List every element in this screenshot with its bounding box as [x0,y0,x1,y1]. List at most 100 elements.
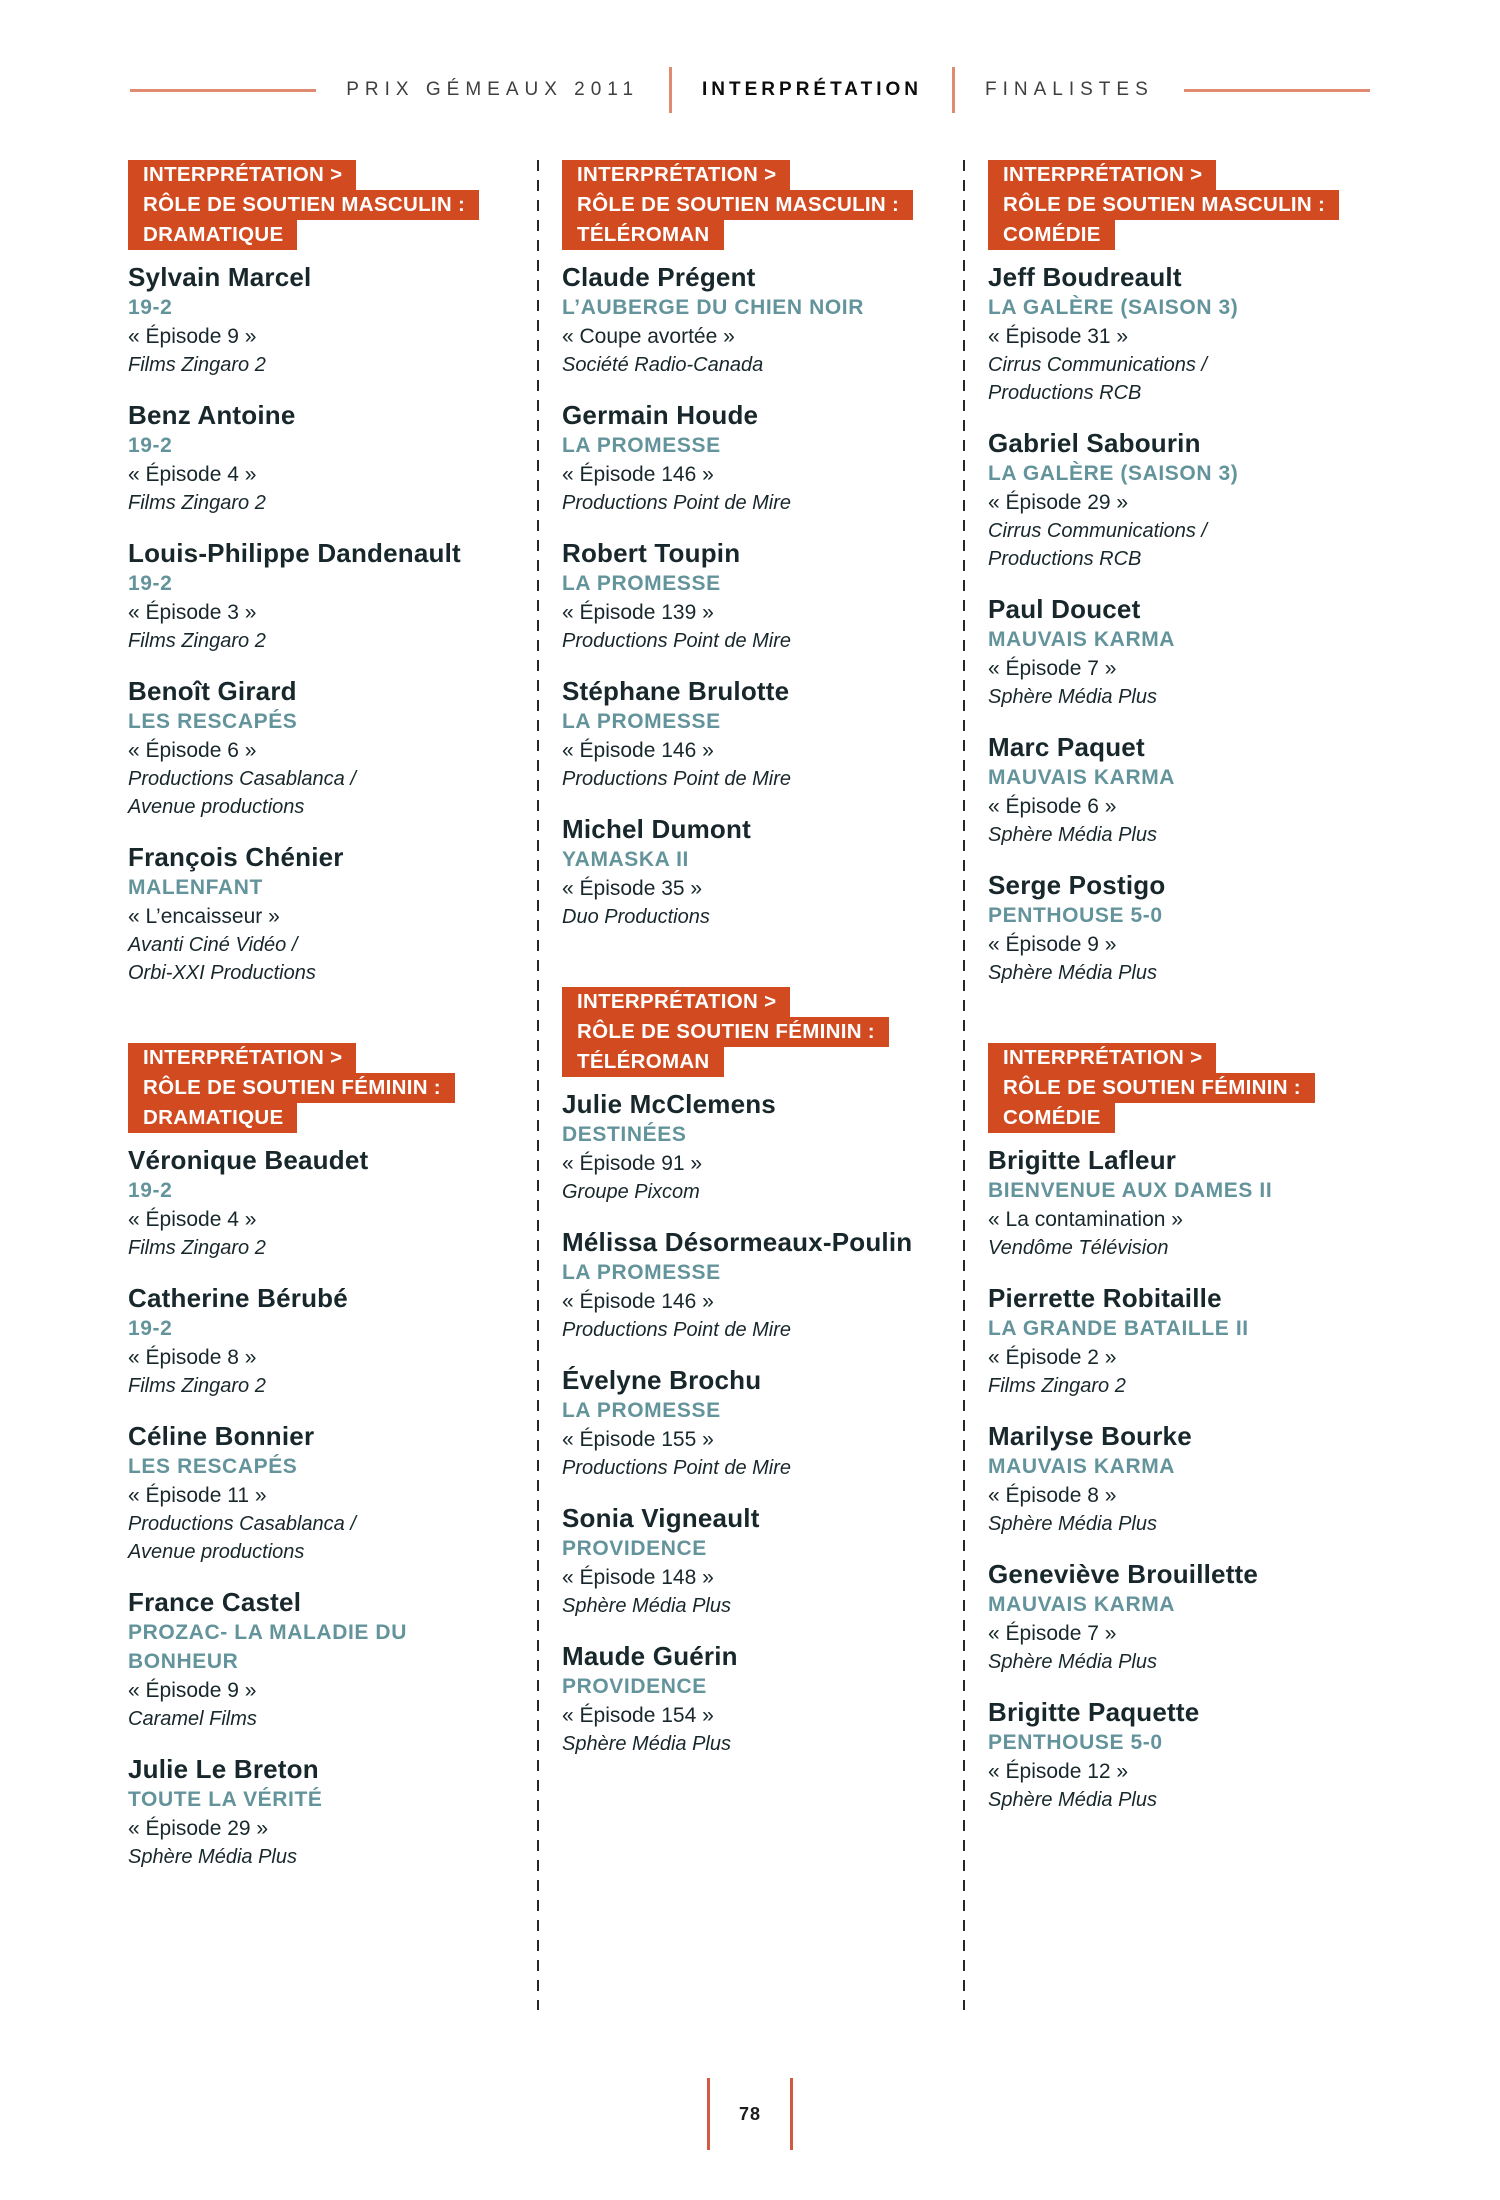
nominee-entry: Jeff Boudreault LA GALÈRE (SAISON 3) « É… [988,262,1368,407]
category-section: INTERPRÉTATION > RÔLE DE SOUTIEN FÉMININ … [562,987,934,1758]
show-title: PROVIDENCE [562,1675,707,1698]
nominee-entry: Julie McClemens DESTINÉES « Épisode 91 »… [562,1089,934,1206]
section-header-line: INTERPRÉTATION > [562,160,791,190]
episode-title: « Épisode 91 » [562,1152,703,1175]
show-title: MAUVAIS KARMA [988,628,1176,651]
show-title: PROZAC- LA MALADIE DU BONHEUR [128,1621,407,1673]
nominee-name: Évelyne Brochu [562,1365,762,1395]
nominee-entry: Maude Guérin PROVIDENCE « Épisode 154 » … [562,1641,934,1758]
production-company: Sphère Média Plus [988,1789,1157,1811]
episode-title: « L’encaisseur » [128,905,280,928]
section-header-line: DRAMATIQUE [128,1103,298,1133]
column-divider-2 [963,160,965,2010]
production-company: Vendôme Télévision [988,1237,1169,1259]
nominee-entry: Michel Dumont YAMASKA II « Épisode 35 » … [562,814,934,931]
nominee-entry: Marilyse Bourke MAUVAIS KARMA « Épisode … [988,1421,1368,1538]
entry-list: Brigitte Lafleur BIENVENUE AUX DAMES II … [988,1145,1368,1814]
nominee-name: Michel Dumont [562,814,751,844]
production-company: Duo Productions [562,906,710,928]
episode-title: « Épisode 7 » [988,1622,1117,1645]
nominee-name: Mélissa Désormeaux-Poulin [562,1227,913,1257]
category-section: INTERPRÉTATION > RÔLE DE SOUTIEN MASCULIN… [988,160,1368,987]
section-header-line: INTERPRÉTATION > [128,1043,357,1073]
production-company: Productions Point de Mire [562,1319,792,1341]
production-company: Société Radio-Canada [562,354,764,376]
nominee-name: Claude Prégent [562,262,756,292]
nominee-entry: Céline Bonnier LES RESCAPÉS « Épisode 11… [128,1421,508,1566]
nominee-entry: Pierrette Robitaille LA GRANDE BATAILLE … [988,1283,1368,1400]
header-label-finalists: FINALISTES [985,79,1154,100]
episode-title: « Épisode 2 » [988,1346,1117,1369]
episode-title: « Épisode 8 » [128,1346,257,1369]
show-title: LES RESCAPÉS [128,1455,298,1478]
production-company: Productions Point de Mire [562,768,792,790]
category-section: INTERPRÉTATION > RÔLE DE SOUTIEN FÉMININ … [988,1043,1368,1814]
section-header-line: DRAMATIQUE [128,220,298,250]
nominee-entry: Benz Antoine 19-2 « Épisode 4 » Films Zi… [128,400,508,517]
nominee-name: Germain Houde [562,400,759,430]
show-title: 19-2 [128,296,173,319]
episode-title: « Épisode 6 » [128,739,257,762]
nominee-entry: Brigitte Paquette PENTHOUSE 5-0 « Épisod… [988,1697,1368,1814]
entry-list: Véronique Beaudet 19-2 « Épisode 4 » Fil… [128,1145,508,1871]
episode-title: « Épisode 35 » [562,877,703,900]
nominee-name: Robert Toupin [562,538,741,568]
nominee-name: Geneviève Brouillette [988,1559,1259,1589]
nominee-entry: Évelyne Brochu LA PROMESSE « Épisode 155… [562,1365,934,1482]
nominee-name: Jeff Boudreault [988,262,1182,292]
page-header: PRIX GÉMEAUX 2011 INTERPRÉTATION FINALIS… [130,66,1370,114]
production-company: Films Zingaro 2 [128,354,266,376]
entry-list: Claude Prégent L’AUBERGE DU CHIEN NOIR «… [562,262,934,931]
nominee-entry: Mélissa Désormeaux-Poulin LA PROMESSE « … [562,1227,934,1344]
section-header-line: COMÉDIE [988,1103,1115,1133]
nominee-name: Maude Guérin [562,1641,738,1671]
episode-title: « Épisode 146 » [562,463,714,486]
episode-title: « Épisode 154 » [562,1704,714,1727]
nominee-entry: Germain Houde LA PROMESSE « Épisode 146 … [562,400,934,517]
header-rule-right [1183,88,1370,92]
show-title: YAMASKA II [562,848,689,871]
nominee-name: Benoît Girard [128,676,297,706]
nominee-entry: François Chénier MALENFANT « L’encaisseu… [128,842,508,987]
section-header-line: RÔLE DE SOUTIEN MASCULIN : [128,190,480,220]
episode-title: « Épisode 29 » [988,491,1129,514]
nominee-entry: Marc Paquet MAUVAIS KARMA « Épisode 6 » … [988,732,1368,849]
nominee-entry: Benoît Girard LES RESCAPÉS « Épisode 6 »… [128,676,508,821]
episode-title: « Épisode 4 » [128,463,257,486]
nominee-entry: Véronique Beaudet 19-2 « Épisode 4 » Fil… [128,1145,508,1262]
show-title: LA PROMESSE [562,1399,721,1422]
show-title: LA GALÈRE (SAISON 3) [988,296,1239,319]
episode-title: « Épisode 11 » [128,1484,267,1507]
production-company: Sphère Média Plus [562,1595,731,1617]
nominee-entry: Gabriel Sabourin LA GALÈRE (SAISON 3) « … [988,428,1368,573]
footer-rule-left [706,2078,710,2150]
show-title: L’AUBERGE DU CHIEN NOIR [562,296,864,319]
entry-list: Sylvain Marcel 19-2 « Épisode 9 » Films … [128,262,508,987]
nominee-name: Julie Le Breton [128,1754,319,1784]
nominee-name: Brigitte Lafleur [988,1145,1177,1175]
show-title: PENTHOUSE 5-0 [988,1731,1163,1754]
production-company: Productions Point de Mire [562,1457,792,1479]
header-separator-right [952,67,955,113]
episode-title: « Épisode 8 » [988,1484,1117,1507]
production-company: Films Zingaro 2 [128,1375,266,1397]
production-company: Films Zingaro 2 [128,492,266,514]
show-title: 19-2 [128,1317,173,1340]
section-header-line: RÔLE DE SOUTIEN FÉMININ : [128,1073,455,1103]
section-header: INTERPRÉTATION > RÔLE DE SOUTIEN FÉMININ … [128,1043,508,1133]
nominee-entry: Brigitte Lafleur BIENVENUE AUX DAMES II … [988,1145,1368,1262]
episode-title: « Épisode 9 » [988,933,1117,956]
section-header-line: INTERPRÉTATION > [562,987,791,1017]
episode-title: « Coupe avortée » [562,325,735,348]
section-header-line: COMÉDIE [988,220,1115,250]
section-header-line: INTERPRÉTATION > [128,160,357,190]
show-title: 19-2 [128,572,173,595]
production-company: Productions Point de Mire [562,630,792,652]
show-title: 19-2 [128,434,173,457]
production-company: Groupe Pixcom [562,1181,700,1203]
nominee-name: Sonia Vigneault [562,1503,760,1533]
episode-title: « Épisode 148 » [562,1566,714,1589]
episode-title: « Épisode 29 » [128,1817,269,1840]
episode-title: « Épisode 155 » [562,1428,714,1451]
